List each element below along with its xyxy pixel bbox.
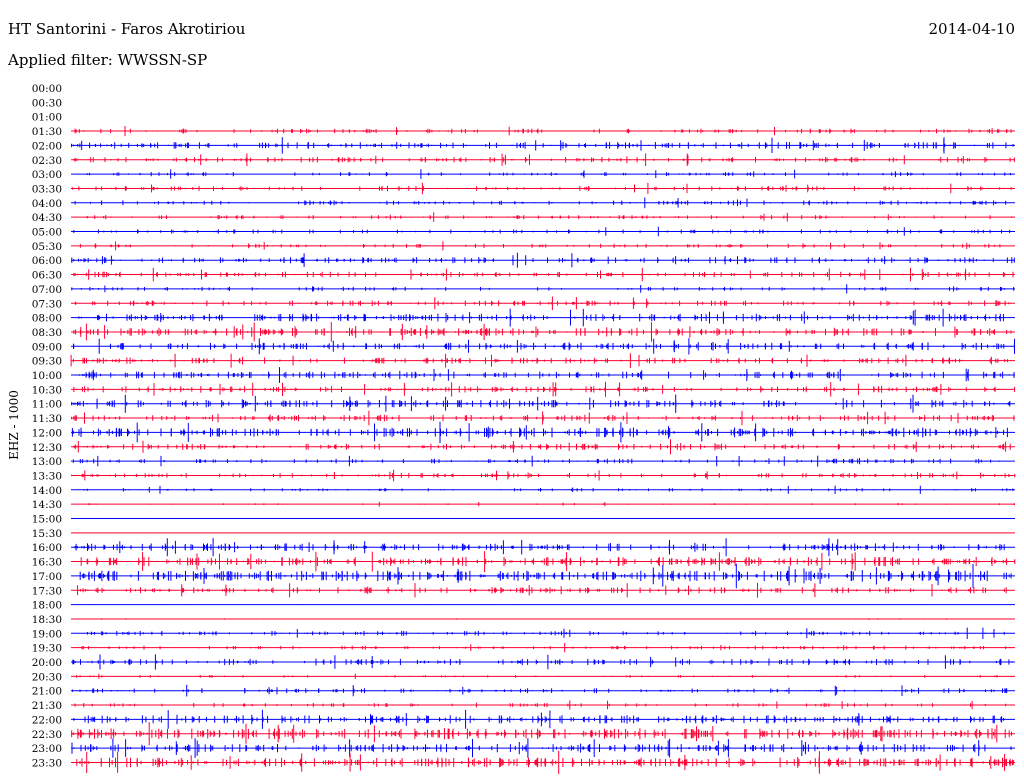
trace-line — [71, 212, 1015, 222]
time-tick-label: 23:30 — [32, 757, 62, 769]
time-tick-label: 16:00 — [32, 542, 62, 554]
time-tick-label: 08:00 — [32, 313, 62, 325]
trace-line — [71, 582, 1015, 598]
time-tick-label: 04:00 — [32, 198, 62, 210]
time-tick-label: 13:00 — [32, 456, 62, 468]
trace-line — [71, 182, 1015, 195]
trace-line — [71, 684, 1015, 697]
time-tick-label: 17:00 — [32, 571, 62, 583]
trace-line — [71, 485, 1015, 494]
time-tick-label: 15:30 — [32, 528, 62, 540]
time-tick-label: 06:30 — [32, 270, 62, 282]
trace-line — [71, 308, 1015, 327]
time-tick-label: 00:00 — [32, 83, 62, 95]
time-tick-label: 02:00 — [32, 140, 62, 152]
time-tick-label: 16:30 — [32, 557, 62, 569]
trace-line — [71, 241, 1015, 251]
time-tick-label: 13:30 — [32, 470, 62, 482]
trace-line — [71, 618, 1015, 620]
trace-line — [71, 137, 1015, 154]
time-tick-label: 01:00 — [32, 112, 62, 124]
time-tick-label: 07:30 — [32, 298, 62, 310]
trace-line — [71, 627, 1015, 639]
trace-line — [71, 367, 1015, 383]
trace-line — [71, 469, 1016, 482]
time-tick-label: 12:30 — [32, 442, 62, 454]
trace-line — [71, 738, 1015, 758]
trace-line — [71, 518, 1015, 519]
trace-line — [71, 709, 1015, 729]
trace-line — [71, 410, 1015, 426]
trace-line — [71, 455, 1015, 467]
time-tick-label: 12:00 — [32, 427, 62, 439]
time-tick-label: 09:00 — [32, 341, 62, 353]
trace-line — [71, 750, 1015, 775]
time-tick-label: 10:00 — [32, 370, 62, 382]
time-tick-label: 22:30 — [32, 729, 62, 741]
trace-line — [71, 532, 1015, 534]
trace-line — [71, 722, 1015, 746]
filter-label: Applied filter: WWSSN-SP — [8, 51, 208, 69]
time-tick-label: 00:30 — [32, 97, 62, 109]
trace-line — [71, 169, 1015, 179]
trace-line — [71, 439, 1015, 455]
trace-line — [71, 126, 1015, 137]
trace-line — [71, 338, 1015, 355]
trace-line — [71, 226, 1015, 237]
time-tick-label: 03:00 — [32, 169, 62, 181]
trace-line — [71, 538, 1015, 557]
time-tick-label: 06:00 — [32, 255, 62, 267]
time-tick-label: 03:30 — [32, 183, 62, 195]
time-tick-label: 11:00 — [32, 399, 62, 411]
time-tick-label: 05:00 — [32, 227, 62, 239]
trace-line — [71, 551, 1016, 573]
trace-line — [71, 381, 1016, 397]
time-tick-label: 02:30 — [32, 155, 62, 167]
time-tick-label: 09:30 — [32, 356, 62, 368]
trace-line — [71, 654, 1015, 670]
time-tick-label: 08:30 — [32, 327, 62, 339]
time-tick-label: 19:00 — [32, 628, 62, 640]
time-tick-label: 10:30 — [32, 384, 62, 396]
record-date: 2014-04-10 — [928, 20, 1015, 38]
trace-line — [71, 501, 1015, 507]
time-tick-label: 15:00 — [32, 514, 62, 526]
trace-line — [71, 267, 1015, 282]
time-tick-label: 11:30 — [32, 413, 62, 425]
time-tick-label: 04:30 — [32, 212, 62, 224]
time-tick-label: 18:30 — [32, 614, 62, 626]
trace-line — [71, 153, 1015, 167]
trace-line — [71, 643, 1015, 653]
station-title: HT Santorini - Faros Akrotiriou — [8, 20, 246, 38]
time-tick-label: 21:00 — [32, 686, 62, 698]
trace-line — [71, 284, 1015, 294]
time-tick-label: 19:30 — [32, 643, 62, 655]
time-tick-label: 18:00 — [32, 600, 62, 612]
trace-line — [71, 322, 1015, 342]
trace-line — [70, 353, 1015, 368]
time-tick-label: 20:00 — [32, 657, 62, 669]
trace-line — [71, 252, 1015, 268]
time-tick-label: 23:00 — [32, 743, 62, 755]
trace-line — [71, 394, 1015, 413]
trace-line — [70, 604, 1015, 606]
trace-line — [71, 296, 1015, 310]
time-tick-label: 01:30 — [32, 126, 62, 138]
time-tick-label: 07:00 — [32, 284, 62, 296]
trace-line — [71, 197, 1015, 209]
time-tick-label: 17:30 — [32, 585, 62, 597]
trace-line — [71, 421, 1015, 444]
time-tick-label: 20:30 — [32, 671, 62, 683]
trace-line — [71, 673, 1015, 679]
trace-line — [71, 563, 1015, 589]
time-tick-label: 21:30 — [32, 700, 62, 712]
time-tick-label: 14:30 — [32, 499, 62, 511]
time-tick-label: 05:30 — [32, 241, 62, 253]
trace-line — [71, 700, 1015, 710]
time-tick-label: 22:00 — [32, 714, 62, 726]
time-tick-label: 14:00 — [32, 485, 62, 497]
